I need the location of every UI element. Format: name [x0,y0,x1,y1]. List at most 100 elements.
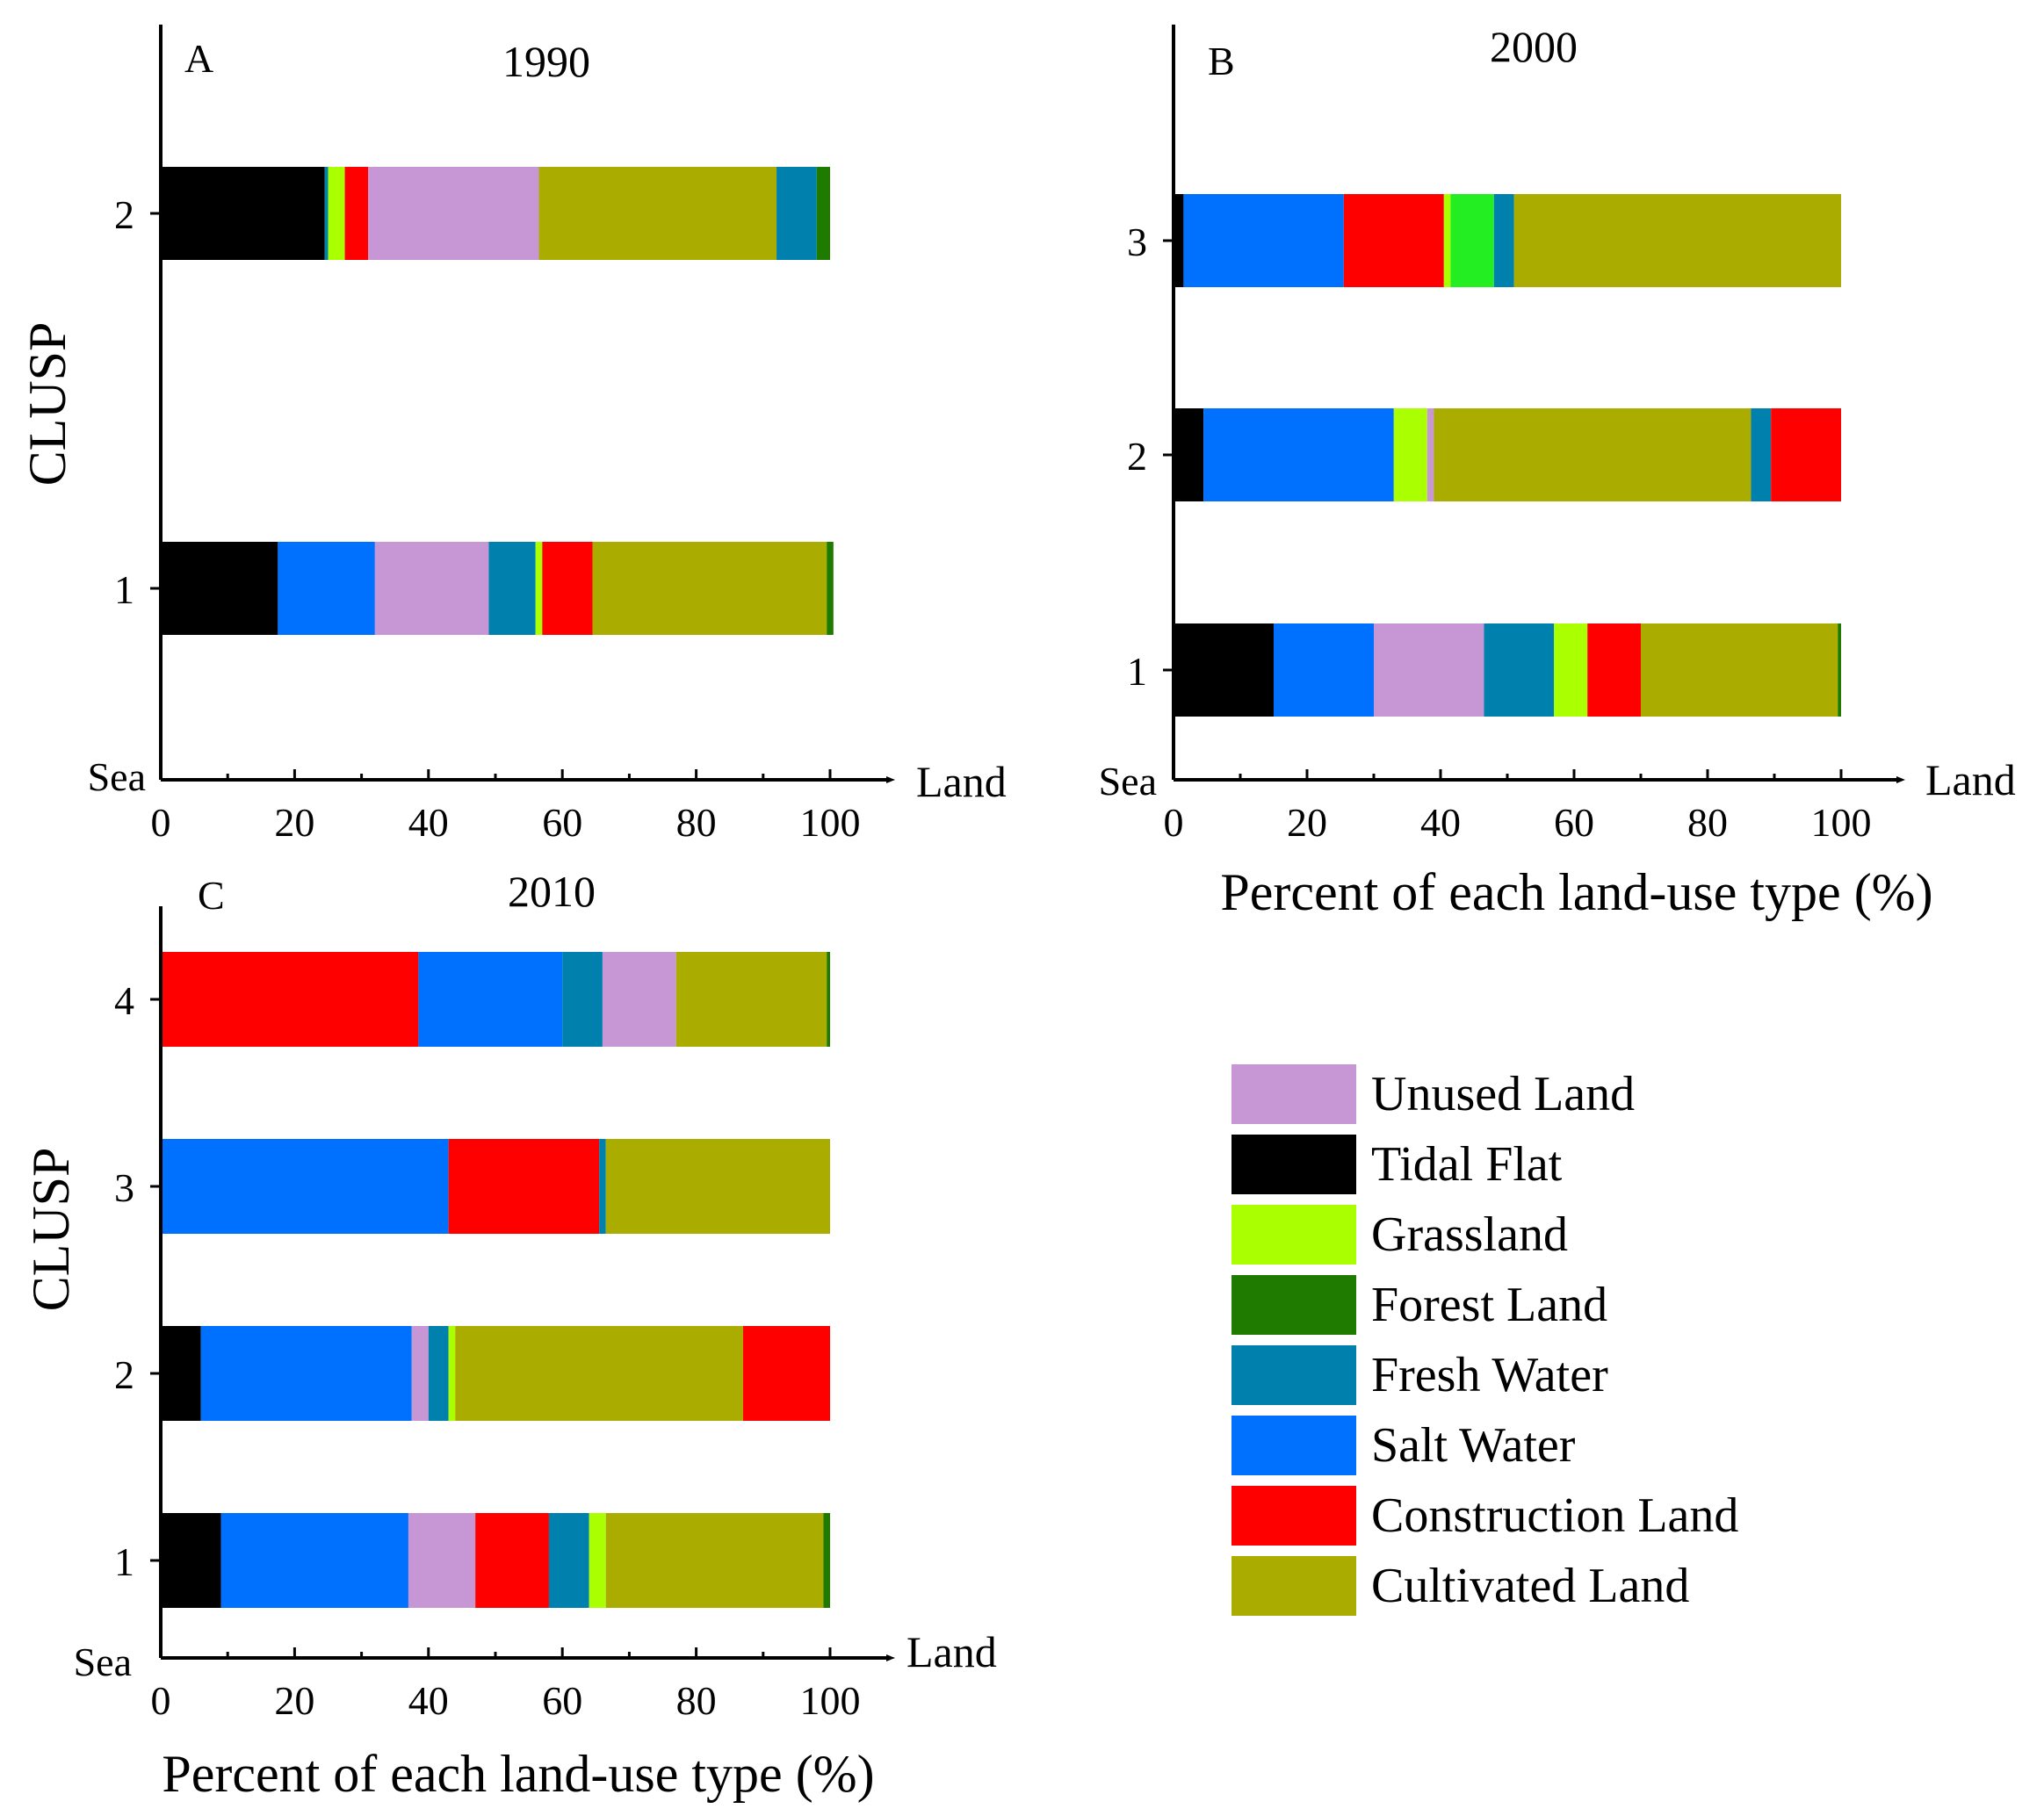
panel-b-letter: B [1208,39,1235,83]
panel-c-bar-3-fresh-water [599,1139,606,1234]
legend-label-cultivated-land: Cultivated Land [1371,1559,1689,1613]
panel-b-bar-2-tidal-flat [1174,408,1204,501]
panel-a-letter: A [184,36,213,81]
panel-a-x-tick-label-0: 0 [151,800,171,845]
panel-b-bar-2-grassland [1393,408,1427,501]
panel-b-bar-2-construction-land [1771,408,1841,501]
panel-b-y-tick-label-2: 2 [1127,434,1147,479]
panel-c-bar-1-unused-land [408,1513,476,1608]
panel-a-bars [161,167,834,635]
panel-a-bar-1-unused-land [374,542,489,635]
legend-swatch-cultivated-land [1231,1556,1356,1616]
panel-b-bar-2-cultivated-land [1434,408,1751,501]
panel-a-x-tick-label-20: 20 [274,800,314,845]
panel-c-bar-1-fresh-water [548,1513,589,1608]
panel-c-land-label: Land [906,1627,997,1676]
legend-label-unused-land: Unused Land [1371,1067,1635,1121]
panel-a-bar-2-construction-land [344,167,369,260]
panel-b-bar-3-cultivated-land [1513,194,1841,287]
panel-c-bar-2-unused-land [411,1326,429,1421]
panel-c-bar-4-construction-land [161,952,419,1047]
panel-b-bar-1-unused-land [1374,623,1484,717]
panel-c-y-label: CLUSP [22,1148,80,1312]
panel-c-bar-4-salt-water [418,952,563,1047]
panel-b-x-tick-label-100: 100 [1811,800,1872,845]
panel-a-x-tick-label-100: 100 [800,800,861,845]
legend-swatch-construction-land [1231,1486,1356,1546]
panel-b-y-ticks: 1 2 3 [1127,220,1174,694]
panel-c-bar-1-forest-land [823,1513,830,1608]
panel-a-y-ticks: 12 [114,192,161,612]
panel-c-bar-2-cultivated-land [455,1326,743,1421]
panel-a-y-label: CLUSP [18,322,76,486]
panel-c-bar-1-construction-land [475,1513,549,1608]
panel-c-bar-3-construction-land [448,1139,600,1234]
panel-a-bar-2-fresh-water [324,167,329,260]
panel-a-sea-label: Sea [88,754,146,799]
panel-c-bar-2-salt-water [200,1326,412,1421]
panel-c-x-label: Percent of each land-use type (%) [162,1745,874,1803]
panel-c-bar-4-cultivated-land [675,952,827,1047]
panel-a-bar-1-construction-land [542,542,593,635]
panel-c-bar-2-grassland [448,1326,456,1421]
panel-c-x-tick-label-60: 60 [542,1678,582,1723]
panel-c-x-tick-label-0: 0 [151,1678,171,1723]
panel-c-y-tick-label-4: 4 [114,978,134,1023]
panel-c-bar-2-tidal-flat [161,1326,201,1421]
panel-c-bar-4-forest-land [827,952,830,1047]
panel-b-bar-1-salt-water [1274,623,1374,717]
panel-a-bar-1-forest-land [827,542,834,635]
panel-c-bar-2-fresh-water [428,1326,449,1421]
panel-a-1990: 0 20 40 60 80 100 12 A 1990 Sea Land CLUSP [18,25,1007,845]
panel-c-x-ticks: 0 20 40 60 80 100 [151,1647,861,1723]
panel-a-bar-2-cultivated-land [538,167,777,260]
panel-a-y-tick-label-1: 1 [114,567,134,612]
panel-c-title: 2010 [508,867,596,916]
panel-c-x-tick-label-20: 20 [274,1678,314,1723]
panel-b-bar-3-salt-water [1183,194,1344,287]
panel-b-bar-1-construction-land [1587,623,1641,717]
panel-b-x-tick-label-20: 20 [1287,800,1327,845]
panel-b-sea-label: Sea [1099,759,1157,804]
panel-c-bar-1-grassland [589,1513,606,1608]
panel-a-bar-2-tidal-flat [161,167,325,260]
panel-b-bar-1-forest-land [1838,623,1841,717]
panel-c-bar-2-construction-land [742,1326,830,1421]
panel-c-bar-3-cultivated-land [605,1139,830,1234]
panel-a-x-tick-label-60: 60 [542,800,582,845]
panel-a-bar-1-fresh-water [488,542,536,635]
legend-swatch-tidal-flat [1231,1135,1356,1194]
panel-b-y-tick-label-1: 1 [1127,649,1147,694]
legend-label-forest-land: Forest Land [1371,1278,1607,1332]
panel-c-letter: C [198,873,225,918]
panel-b-x-tick-label-40: 40 [1420,800,1461,845]
panel-b-bar-2-fresh-water [1751,408,1772,501]
panel-b-land-label: Land [1925,755,2016,804]
panel-b-bars [1174,194,1841,717]
panel-a-bar-1-cultivated-land [592,542,827,635]
legend-label-grassland: Grassland [1371,1207,1568,1262]
panel-a-land-label: Land [916,757,1007,806]
legend-label-construction-land: Construction Land [1371,1488,1738,1543]
panel-c-y-ticks: 1 2 3 4 [114,978,161,1584]
panel-c-bar-3-salt-water [161,1139,449,1234]
legend-swatch-salt-water [1231,1416,1356,1475]
panel-a-x-tick-label-80: 80 [676,800,717,845]
panel-b-x-label: Percent of each land-use type (%) [1220,863,1932,921]
panel-a-bar-1-salt-water [278,542,375,635]
legend: Unused Land Tidal Flat Grassland Forest Lan… [1231,1064,1738,1616]
panel-b-bar-3-grassland [1443,194,1451,287]
panel-b-bar-1-fresh-water [1484,623,1555,717]
legend-label-salt-water: Salt Water [1371,1418,1576,1473]
legend-swatch-fresh-water [1231,1345,1356,1405]
panel-c-bar-4-unused-land [602,952,676,1047]
panel-b-x-tick-label-0: 0 [1164,800,1184,845]
panel-b-bar-2-unused-land [1426,408,1434,501]
panel-b-bar-2-salt-water [1203,408,1394,501]
panel-b-title: 2000 [1490,22,1578,71]
panel-c-bar-1-salt-water [220,1513,408,1608]
panel-b-x-tick-label-80: 80 [1687,800,1728,845]
legend-swatch-unused-land [1231,1064,1356,1124]
panel-b-x-tick-label-60: 60 [1554,800,1594,845]
